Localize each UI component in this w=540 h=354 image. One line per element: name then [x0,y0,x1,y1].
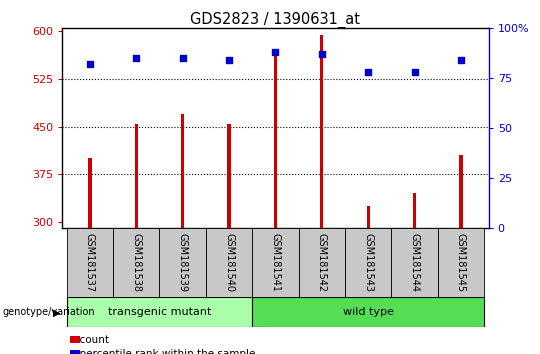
Text: GSM181540: GSM181540 [224,233,234,292]
Bar [67,228,113,297]
Point [318,51,326,57]
Bar [227,124,231,228]
Text: transgenic mutant: transgenic mutant [108,307,211,318]
Point [132,56,140,61]
Text: GSM181538: GSM181538 [131,233,141,292]
Bar [274,54,277,228]
Point [456,57,465,63]
Bar [134,124,138,228]
Point [225,57,233,63]
Bar [459,155,462,228]
Point [178,56,187,61]
Bar [89,159,92,228]
Bar [413,193,416,228]
Text: GSM181539: GSM181539 [178,233,188,292]
Text: GSM181541: GSM181541 [271,233,280,292]
Bar [181,114,184,228]
Bar [320,35,323,228]
Bar [206,228,252,297]
Bar [252,228,299,297]
Point [364,69,373,75]
Bar [67,297,252,327]
Point [410,69,419,75]
Point [271,50,280,55]
Bar [392,228,438,297]
Text: GSM181537: GSM181537 [85,233,95,292]
Bar [438,228,484,297]
Bar [159,228,206,297]
Bar [345,228,392,297]
Bar [252,297,484,327]
Text: percentile rank within the sample: percentile rank within the sample [73,349,255,354]
Text: wild type: wild type [343,307,394,318]
Point [86,62,94,67]
Bar [113,228,159,297]
Text: count: count [73,335,109,345]
Bar [299,228,345,297]
Text: GSM181544: GSM181544 [409,233,420,292]
Text: genotype/variation: genotype/variation [3,307,96,318]
Text: GSM181543: GSM181543 [363,233,373,292]
Text: GSM181542: GSM181542 [317,233,327,292]
Text: ▶: ▶ [53,307,60,318]
Title: GDS2823 / 1390631_at: GDS2823 / 1390631_at [191,12,360,28]
Text: GSM181545: GSM181545 [456,233,466,292]
Bar [367,206,370,228]
